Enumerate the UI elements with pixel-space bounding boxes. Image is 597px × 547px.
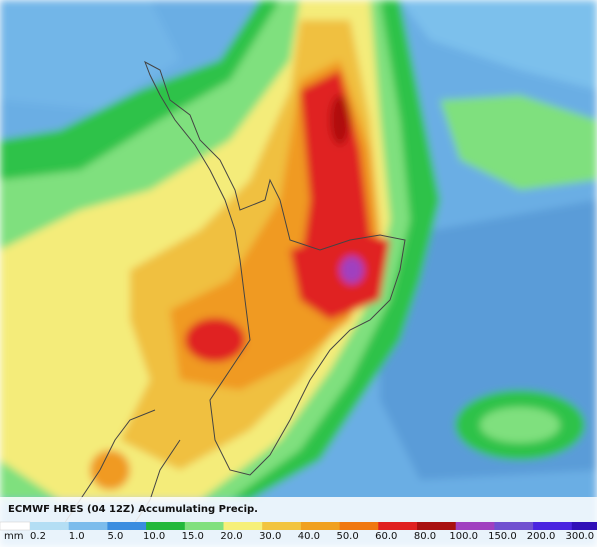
legend-swatch: [378, 522, 418, 530]
legend-swatch: [68, 522, 108, 530]
legend-swatch: [262, 522, 302, 530]
legend-swatch: [533, 522, 573, 530]
legend-unit: mm: [4, 531, 23, 542]
legend-label: 50.0: [336, 531, 358, 542]
legend-label: 40.0: [298, 531, 320, 542]
legend-label: 10.0: [143, 531, 165, 542]
legend-swatch: [0, 521, 31, 531]
legend-swatch: [300, 522, 341, 530]
legend-swatch: [571, 522, 597, 530]
legend-label: 20.0: [220, 531, 242, 542]
legend-title: ECMWF HRES (04 12Z) Accumulating Precip.: [8, 504, 258, 515]
legend-label: 150.0: [488, 531, 517, 542]
legend-label: 0.2: [30, 531, 46, 542]
legend-swatch: [30, 522, 70, 530]
legend-swatches: [30, 522, 597, 530]
legend-swatch: [223, 522, 263, 530]
legend-swatch: [494, 522, 534, 530]
legend-swatch: [146, 522, 186, 530]
legend-label: 200.0: [527, 531, 556, 542]
legend-label: 30.0: [259, 531, 281, 542]
legend-swatch: [455, 522, 495, 530]
legend-label: 5.0: [107, 531, 123, 542]
legend-label: 15.0: [182, 531, 204, 542]
legend-swatch: [107, 522, 147, 530]
legend-label: 100.0: [449, 531, 478, 542]
coastline: [144, 60, 406, 476]
legend-label: 80.0: [414, 531, 436, 542]
legend: ECMWF HRES (04 12Z) Accumulating Precip.…: [0, 497, 597, 547]
legend-label: 300.0: [565, 531, 594, 542]
legend-swatch: [417, 522, 457, 530]
legend-label: 1.0: [69, 531, 85, 542]
legend-swatch: [184, 522, 224, 530]
legend-label: 60.0: [375, 531, 397, 542]
legend-swatch: [339, 522, 379, 530]
